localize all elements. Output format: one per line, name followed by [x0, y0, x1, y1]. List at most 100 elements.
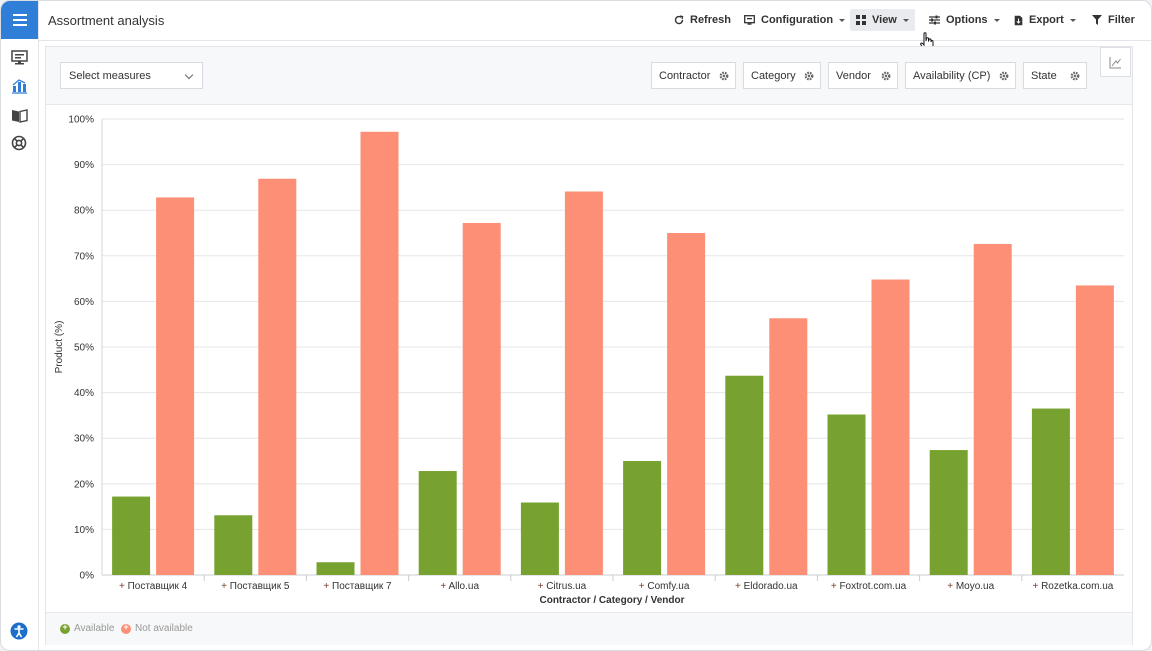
- filter-chip-label: Contractor: [659, 70, 711, 82]
- gear-icon[interactable]: [719, 71, 729, 81]
- support-icon[interactable]: [10, 134, 28, 152]
- line-chart-icon: [1109, 56, 1121, 68]
- y-tick-label: 0%: [80, 571, 95, 582]
- configuration-label: Configuration: [761, 14, 834, 26]
- x-tick-label[interactable]: + Comfy.ua: [639, 581, 690, 592]
- bar-not-available[interactable]: [871, 279, 910, 575]
- bar-available[interactable]: [316, 562, 355, 575]
- configuration-icon: [744, 15, 755, 25]
- x-tick-label[interactable]: + Moyo.ua: [947, 581, 994, 592]
- y-tick-label: 70%: [74, 251, 94, 262]
- y-tick-label: 50%: [74, 343, 94, 354]
- hamburger-menu-button[interactable]: [1, 1, 38, 39]
- page-title: Assortment analysis: [48, 13, 165, 28]
- bar-not-available[interactable]: [156, 197, 195, 575]
- options-sliders-icon: [929, 15, 940, 25]
- view-button[interactable]: View: [850, 9, 915, 31]
- x-tick-label[interactable]: + Eldorado.ua: [735, 581, 798, 592]
- monitor-icon[interactable]: [10, 48, 28, 66]
- bar-not-available[interactable]: [360, 131, 399, 575]
- view-label: View: [872, 14, 897, 26]
- measures-select-placeholder: Select measures: [69, 70, 151, 82]
- refresh-icon: [674, 15, 684, 25]
- filter-chip-vendor[interactable]: Vendor: [828, 62, 898, 89]
- bar-not-available[interactable]: [1075, 285, 1114, 575]
- accessibility-icon[interactable]: [10, 622, 28, 640]
- bar-not-available[interactable]: [769, 318, 808, 575]
- options-label: Options: [946, 14, 988, 26]
- x-tick-label[interactable]: + Поставщик 4: [119, 581, 188, 592]
- export-label: Export: [1029, 14, 1064, 26]
- x-tick-label[interactable]: + Foxtrot.com.ua: [831, 581, 907, 592]
- catalog-icon[interactable]: [10, 106, 28, 124]
- legend-plus-icon: [121, 622, 131, 634]
- y-tick-label: 80%: [74, 206, 94, 217]
- x-tick-label[interactable]: + Citrus.ua: [538, 581, 587, 592]
- filter-chip-contractor[interactable]: Contractor: [651, 62, 736, 89]
- filter-chip-availability[interactable]: Availability (CP): [905, 62, 1016, 89]
- filter-label: Filter: [1108, 14, 1135, 26]
- analytics-icon[interactable]: [10, 77, 28, 95]
- chevron-down-icon: [839, 18, 846, 22]
- measures-select[interactable]: Select measures: [60, 62, 203, 89]
- filter-chip-label: Vendor: [836, 70, 871, 82]
- configuration-button[interactable]: Configuration: [738, 9, 851, 31]
- filter-chip-state[interactable]: State: [1023, 62, 1087, 89]
- gear-icon[interactable]: [1070, 71, 1080, 81]
- left-rail: [1, 1, 39, 650]
- hamburger-icon: [12, 19, 27, 21]
- legend-plus-icon: [60, 622, 70, 634]
- x-tick-label[interactable]: + Rozetka.com.ua: [1032, 581, 1113, 592]
- bar-not-available[interactable]: [667, 233, 706, 575]
- export-file-icon: [1014, 15, 1023, 25]
- filter-chip-label: State: [1031, 70, 1057, 82]
- filter-funnel-icon: [1092, 15, 1102, 25]
- legend-label: Not available: [135, 623, 193, 634]
- options-button[interactable]: Options: [923, 9, 1006, 31]
- chart-type-button[interactable]: [1100, 47, 1131, 77]
- y-tick-label: 40%: [74, 388, 94, 399]
- chevron-down-icon: [902, 18, 909, 22]
- legend-item-not-available[interactable]: Not available: [121, 622, 193, 634]
- gear-icon[interactable]: [881, 71, 891, 81]
- bar-not-available[interactable]: [564, 191, 603, 575]
- bar-available[interactable]: [520, 502, 559, 575]
- legend-item-available[interactable]: Available: [60, 622, 114, 634]
- view-grid-icon: [856, 15, 866, 25]
- top-bar: Assortment analysis Refresh Configuratio…: [39, 1, 1151, 41]
- y-tick-label: 90%: [74, 160, 94, 171]
- bar-available[interactable]: [112, 496, 151, 575]
- x-tick-label[interactable]: + Allo.ua: [440, 581, 479, 592]
- x-tick-label[interactable]: + Поставщик 7: [323, 581, 392, 592]
- chevron-down-icon: [184, 70, 194, 80]
- bar-available[interactable]: [418, 471, 457, 575]
- chevron-down-icon: [1069, 18, 1076, 22]
- bar-available[interactable]: [1031, 408, 1070, 575]
- chevron-down-icon: [993, 18, 1000, 22]
- bar-available[interactable]: [929, 450, 968, 575]
- bar-chart: 0% 10% 20% 30% 40% 50% 60% 70% 80% 90% 100% + Поста…: [54, 115, 1124, 606]
- filter-chip-label: Availability (CP): [913, 70, 991, 82]
- y-tick-label: 100%: [68, 115, 94, 126]
- bar-not-available[interactable]: [258, 178, 297, 575]
- filter-chip-category[interactable]: Category: [743, 62, 821, 89]
- y-axis-title: Product (%): [54, 321, 65, 374]
- refresh-button[interactable]: Refresh: [668, 9, 737, 31]
- chart-legend: Available Not available: [46, 612, 1132, 645]
- bar-available[interactable]: [725, 375, 764, 575]
- filter-bar: Select measures Contractor Category Vend…: [46, 47, 1132, 105]
- bar-available[interactable]: [827, 414, 866, 575]
- bar-available[interactable]: [623, 461, 662, 575]
- bar-available[interactable]: [214, 515, 253, 575]
- x-tick-label[interactable]: + Поставщик 5: [221, 581, 290, 592]
- bar-not-available[interactable]: [462, 222, 501, 575]
- y-tick-label: 20%: [74, 479, 94, 490]
- bar-not-available[interactable]: [973, 243, 1012, 575]
- filter-button[interactable]: Filter: [1086, 9, 1141, 31]
- analysis-panel: Select measures Contractor Category Vend…: [45, 46, 1133, 645]
- x-axis-title: Contractor / Category / Vendor: [539, 595, 684, 606]
- export-button[interactable]: Export: [1008, 9, 1082, 31]
- gear-icon[interactable]: [999, 71, 1009, 81]
- gear-icon[interactable]: [804, 71, 814, 81]
